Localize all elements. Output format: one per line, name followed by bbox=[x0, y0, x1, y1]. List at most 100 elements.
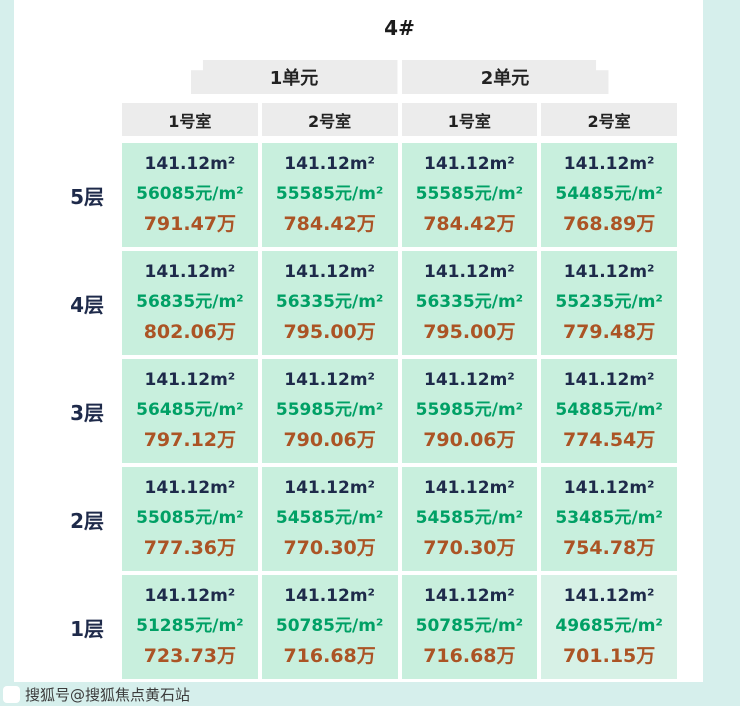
unit-tab-2: 2单元 bbox=[401, 60, 609, 94]
unit-price-text: 49685元/m² bbox=[555, 616, 663, 636]
unit-tab-1: 1单元 bbox=[190, 60, 398, 94]
watermark-text: 搜狐号@搜狐焦点黄石站 bbox=[25, 685, 191, 704]
price-cell: 141.12m² 55985元/m² 790.06万 bbox=[261, 359, 398, 463]
unit-price-text: 54585元/m² bbox=[275, 508, 384, 528]
area-text: 141.12m² bbox=[284, 262, 375, 282]
price-cell: 141.12m² 54585元/m² 770.30万 bbox=[261, 467, 398, 571]
total-price-text: 797.12万 bbox=[143, 429, 237, 451]
total-price-text: 770.30万 bbox=[283, 537, 376, 559]
price-cell: 141.12m² 56485元/m² 797.12万 bbox=[122, 359, 258, 463]
total-price-text: 784.42万 bbox=[423, 213, 516, 235]
area-text: 141.12m² bbox=[144, 154, 236, 174]
total-price-text: 784.42万 bbox=[283, 213, 376, 235]
area-text: 141.12m² bbox=[563, 370, 655, 390]
price-table: 4# 1单元 2单元 1号室 2号室 1号室 2号室 5层 141.12m² bbox=[14, 0, 677, 679]
floor-col-spacer bbox=[14, 60, 118, 94]
unit-price-text: 55985元/m² bbox=[415, 400, 524, 420]
unit-price-text: 56335元/m² bbox=[275, 292, 384, 312]
floor-col-spacer bbox=[14, 103, 118, 136]
table-row-floor-5: 5层 141.12m² 56085元/m² 791.47万 141.12m² 5… bbox=[14, 143, 677, 247]
unit-price-text: 55235元/m² bbox=[555, 292, 663, 312]
room-header-u1-r1: 1号室 bbox=[122, 103, 258, 136]
price-cell: 141.12m² 50785元/m² 716.68万 bbox=[261, 575, 398, 679]
room-header-u2-r1: 1号室 bbox=[401, 103, 538, 136]
unit-price-text: 55085元/m² bbox=[136, 508, 244, 528]
area-text: 141.12m² bbox=[423, 154, 515, 174]
price-cell: 141.12m² 50785元/m² 716.68万 bbox=[401, 575, 538, 679]
floor-label: 1层 bbox=[70, 616, 104, 641]
price-cell: 141.12m² 56335元/m² 795.00万 bbox=[401, 251, 538, 355]
price-cell: 141.12m² 51285元/m² 723.73万 bbox=[122, 575, 258, 679]
unit-header-row: 1单元 2单元 bbox=[14, 60, 677, 94]
area-text: 141.12m² bbox=[284, 154, 375, 174]
unit-price-text: 56085元/m² bbox=[136, 184, 244, 204]
unit-price-text: 55985元/m² bbox=[275, 400, 384, 420]
unit-price-text: 56335元/m² bbox=[415, 292, 524, 312]
unit-price-text: 56835元/m² bbox=[136, 292, 244, 312]
unit-price-text: 55585元/m² bbox=[415, 184, 524, 204]
floor-label: 4层 bbox=[70, 292, 104, 317]
total-price-text: 754.78万 bbox=[562, 537, 656, 559]
area-text: 141.12m² bbox=[563, 586, 655, 606]
total-price-text: 723.73万 bbox=[143, 645, 237, 667]
total-price-text: 768.89万 bbox=[562, 213, 656, 235]
area-text: 141.12m² bbox=[284, 370, 375, 390]
total-price-text: 770.30万 bbox=[423, 537, 516, 559]
table-row-floor-2: 2层 141.12m² 55085元/m² 777.36万 141.12m² 5… bbox=[14, 467, 677, 571]
area-text: 141.12m² bbox=[284, 478, 375, 498]
floor-label: 3层 bbox=[70, 400, 104, 425]
unit-price-text: 50785元/m² bbox=[275, 616, 384, 636]
price-cell: 141.12m² 56835元/m² 802.06万 bbox=[122, 251, 258, 355]
price-cell: 141.12m² 53485元/m² 754.78万 bbox=[541, 467, 677, 571]
price-cell: 141.12m² 54585元/m² 770.30万 bbox=[401, 467, 538, 571]
unit-price-text: 54485元/m² bbox=[555, 184, 663, 204]
watermark-bar: 搜狐号@搜狐焦点黄石站 bbox=[0, 682, 740, 706]
room-header-u1-r2: 2号室 bbox=[261, 103, 398, 136]
price-cell: 141.12m² 55085元/m² 777.36万 bbox=[122, 467, 258, 571]
total-price-text: 790.06万 bbox=[423, 429, 516, 451]
table-row-floor-3: 3层 141.12m² 56485元/m² 797.12万 141.12m² 5… bbox=[14, 359, 677, 463]
total-price-text: 716.68万 bbox=[283, 645, 376, 667]
area-text: 141.12m² bbox=[563, 262, 655, 282]
area-text: 141.12m² bbox=[423, 370, 515, 390]
unit-price-text: 55585元/m² bbox=[275, 184, 384, 204]
total-price-text: 795.00万 bbox=[423, 321, 516, 343]
unit-price-text: 54585元/m² bbox=[415, 508, 524, 528]
price-cell: 141.12m² 55985元/m² 790.06万 bbox=[401, 359, 538, 463]
area-text: 141.12m² bbox=[144, 262, 236, 282]
total-price-text: 716.68万 bbox=[423, 645, 516, 667]
price-cell: 141.12m² 55585元/m² 784.42万 bbox=[261, 143, 398, 247]
total-price-text: 802.06万 bbox=[143, 321, 237, 343]
price-cell: 141.12m² 54485元/m² 768.89万 bbox=[541, 143, 677, 247]
floor-label: 5层 bbox=[70, 184, 104, 209]
total-price-text: 795.00万 bbox=[283, 321, 376, 343]
total-price-text: 701.15万 bbox=[562, 645, 656, 667]
area-text: 141.12m² bbox=[144, 586, 236, 606]
area-text: 141.12m² bbox=[423, 586, 515, 606]
room-header-row: 1号室 2号室 1号室 2号室 bbox=[14, 103, 677, 136]
floor-label: 2层 bbox=[70, 508, 104, 533]
total-price-text: 790.06万 bbox=[283, 429, 376, 451]
area-text: 141.12m² bbox=[423, 478, 515, 498]
price-cell: 141.12m² 56335元/m² 795.00万 bbox=[261, 251, 398, 355]
total-price-text: 791.47万 bbox=[143, 213, 237, 235]
area-text: 141.12m² bbox=[144, 478, 236, 498]
area-text: 141.12m² bbox=[144, 370, 236, 390]
content-panel: 4# 1单元 2单元 1号室 2号室 1号室 2号室 5层 141.12m² bbox=[14, 0, 703, 682]
total-price-text: 777.36万 bbox=[143, 537, 237, 559]
unit-price-text: 54885元/m² bbox=[555, 400, 663, 420]
area-text: 141.12m² bbox=[563, 478, 655, 498]
table-row-floor-4: 4层 141.12m² 56835元/m² 802.06万 141.12m² 5… bbox=[14, 251, 677, 355]
table-row-floor-1: 1层 141.12m² 51285元/m² 723.73万 141.12m² 5… bbox=[14, 575, 677, 679]
unit-price-text: 50785元/m² bbox=[415, 616, 524, 636]
area-text: 141.12m² bbox=[563, 154, 655, 174]
building-title: 4# bbox=[384, 16, 415, 40]
room-header-u2-r2: 2号室 bbox=[541, 103, 677, 136]
unit-price-text: 51285元/m² bbox=[136, 616, 244, 636]
price-cell: 141.12m² 55585元/m² 784.42万 bbox=[401, 143, 538, 247]
sohu-logo-icon bbox=[3, 685, 20, 703]
unit-price-text: 53485元/m² bbox=[555, 508, 663, 528]
unit-price-text: 56485元/m² bbox=[136, 400, 244, 420]
price-cell: 141.12m² 49685元/m² 701.15万 bbox=[541, 575, 677, 679]
